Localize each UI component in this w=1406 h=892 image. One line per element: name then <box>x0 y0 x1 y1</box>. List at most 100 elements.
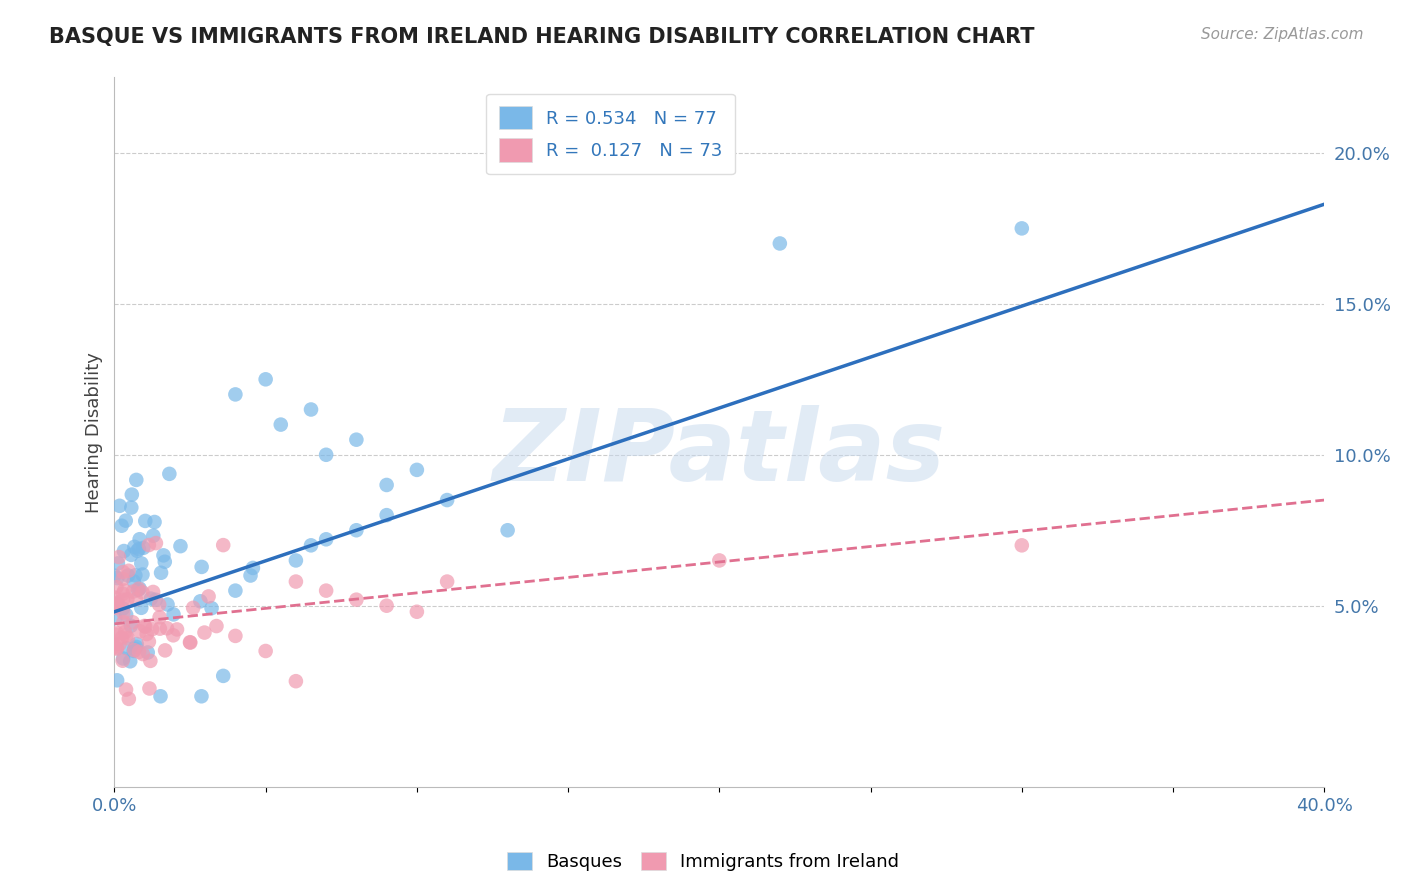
Point <box>134 514 156 528</box>
Point <box>224 583 246 598</box>
Point <box>375 599 398 613</box>
Point <box>190 690 212 704</box>
Point <box>149 622 172 636</box>
Point <box>166 623 188 637</box>
Point <box>142 585 165 599</box>
Point <box>122 584 145 599</box>
Point <box>108 550 131 565</box>
Point <box>496 523 519 537</box>
Point <box>153 643 176 657</box>
Point <box>284 574 307 589</box>
Point <box>405 605 427 619</box>
Point <box>284 553 307 567</box>
Point <box>139 654 162 668</box>
Point <box>117 592 139 607</box>
Point <box>181 600 204 615</box>
Point <box>344 433 367 447</box>
Point <box>769 236 792 251</box>
Point <box>212 669 235 683</box>
Point <box>121 615 143 630</box>
Point <box>108 637 131 651</box>
Point <box>112 606 135 620</box>
Point <box>143 515 166 529</box>
Point <box>139 591 162 606</box>
Point <box>162 607 184 622</box>
Point <box>115 641 138 656</box>
Point <box>121 487 143 501</box>
Point <box>141 622 163 636</box>
Point <box>111 587 134 601</box>
Point <box>134 620 156 634</box>
Point <box>104 591 127 605</box>
Point <box>124 641 146 656</box>
Point <box>299 402 322 417</box>
Point <box>138 681 160 696</box>
Point <box>193 625 215 640</box>
Legend: Basques, Immigrants from Ireland: Basques, Immigrants from Ireland <box>499 845 907 879</box>
Point <box>127 582 149 597</box>
Point <box>122 574 145 589</box>
Point <box>190 594 212 608</box>
Point <box>131 585 153 599</box>
Point <box>134 619 156 633</box>
Point <box>112 651 135 665</box>
Point <box>212 538 235 552</box>
Point <box>148 598 170 612</box>
Point <box>111 654 134 668</box>
Point <box>125 640 148 654</box>
Point <box>114 625 136 640</box>
Point <box>104 597 127 611</box>
Point <box>142 529 165 543</box>
Point <box>111 565 134 579</box>
Point <box>105 580 128 594</box>
Point <box>135 627 157 641</box>
Point <box>1011 538 1033 552</box>
Point <box>124 540 146 554</box>
Point <box>131 567 153 582</box>
Point <box>270 417 292 432</box>
Point <box>242 561 264 575</box>
Point <box>129 600 152 615</box>
Point <box>149 610 172 624</box>
Point <box>124 568 146 582</box>
Point <box>153 555 176 569</box>
Point <box>112 583 135 598</box>
Point <box>197 590 219 604</box>
Point <box>162 628 184 642</box>
Point <box>111 631 134 645</box>
Point <box>105 597 128 611</box>
Point <box>156 621 179 635</box>
Point <box>111 592 134 607</box>
Text: Source: ZipAtlas.com: Source: ZipAtlas.com <box>1201 27 1364 42</box>
Point <box>105 627 128 641</box>
Text: ZIPatlas: ZIPatlas <box>492 405 946 502</box>
Point <box>120 654 142 668</box>
Point <box>224 387 246 401</box>
Point <box>128 645 150 659</box>
Point <box>179 635 201 649</box>
Point <box>103 640 125 654</box>
Point <box>117 564 139 578</box>
Point <box>128 624 150 639</box>
Point <box>128 542 150 557</box>
Point <box>117 568 139 582</box>
Point <box>138 538 160 552</box>
Point <box>118 692 141 706</box>
Point <box>132 541 155 555</box>
Point <box>104 611 127 625</box>
Point <box>152 549 174 563</box>
Point <box>115 607 138 622</box>
Point <box>105 641 128 656</box>
Point <box>145 536 167 550</box>
Point <box>138 634 160 648</box>
Point <box>709 553 731 567</box>
Point <box>436 574 458 589</box>
Y-axis label: Hearing Disability: Hearing Disability <box>86 351 103 513</box>
Point <box>107 595 129 609</box>
Point <box>150 566 173 580</box>
Point <box>105 571 128 585</box>
Point <box>224 629 246 643</box>
Point <box>111 572 134 586</box>
Point <box>200 601 222 615</box>
Point <box>120 500 142 515</box>
